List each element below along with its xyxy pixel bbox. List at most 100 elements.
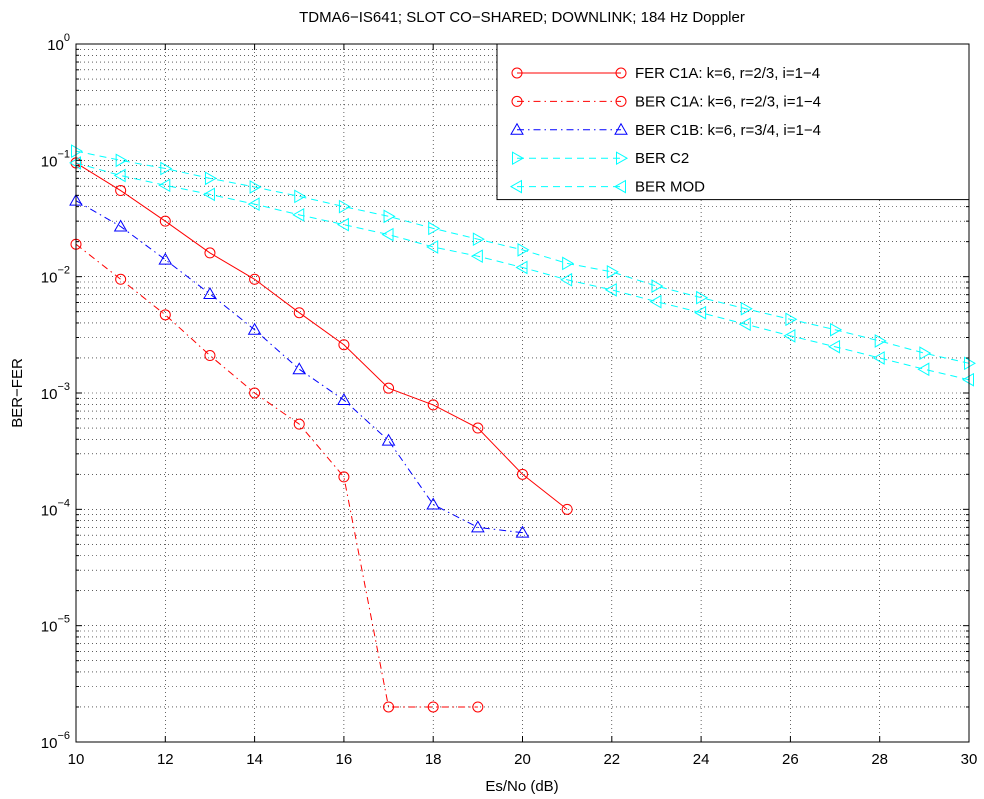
data-point [249,273,261,285]
series-group [68,144,977,713]
data-point [159,215,171,227]
data-point [740,301,753,316]
ticks: 10 12 14 16 18 20 22 24 26 28 30 100 10−1 10−2 10−3 10−… [41,32,978,768]
data-point [874,334,887,348]
legend-marker [614,122,628,135]
legend-marker [615,67,627,79]
data-point [336,217,349,232]
y-tick-label: 10−6 [41,730,70,752]
y-tick-label: 10−2 [41,265,70,287]
y-tick-label: 10−4 [41,497,70,519]
data-point [202,187,215,202]
data-point [515,525,530,538]
series-line [75,150,970,364]
data-point [160,161,173,176]
data-point [71,144,84,158]
series-line [75,243,478,708]
data-point [426,240,439,254]
data-point [292,207,305,222]
data-point [783,328,796,343]
legend-marker [510,122,524,135]
data-point [381,433,396,446]
legend-marker [509,179,522,194]
legend-marker [615,95,627,107]
data-point [561,503,573,515]
data-point [337,393,351,406]
y-axis-label: BER−FER [9,358,26,428]
data-point [383,382,395,394]
data-point [247,322,262,335]
x-tick-label: 28 [871,751,888,768]
series-line [75,162,970,381]
data-point [68,156,81,170]
data-point [919,346,932,361]
y-tick-label: 100 [47,32,70,54]
data-point [696,290,709,305]
data-point [515,260,528,275]
y-tick-label: 10−3 [41,381,70,403]
legend-label: FER C1A: k=6, r=2/3, i=1−4 [635,65,820,82]
data-point [428,221,441,236]
data-point [785,312,798,327]
data-point [338,199,351,214]
data-point [517,468,528,480]
data-point [517,242,530,257]
data-point [604,283,617,297]
data-point [204,247,216,259]
x-tick-label: 24 [693,751,710,768]
data-point [738,317,751,332]
data-point [158,178,171,193]
data-point [249,180,262,194]
data-point [204,171,217,186]
data-point [383,701,395,713]
x-tick-label: 20 [514,751,531,768]
legend-marker [512,151,525,166]
data-point [872,351,885,365]
data-point [115,153,128,168]
legend-marker [511,67,523,79]
data-point [113,168,126,183]
x-tick-label: 26 [782,751,799,768]
legend: FER C1A: k=6, r=2/3, i=1−4 BER C1A: k=6, … [496,43,970,201]
data-point [427,701,439,713]
data-point [383,209,396,224]
data-point [917,362,930,377]
data-point [472,232,485,247]
legend-marker [613,179,626,194]
data-point [293,418,305,430]
legend-label: BER C1B: k=6, r=3/4, i=1−4 [635,122,821,139]
data-point [115,185,127,197]
data-point [694,305,707,320]
data-point [293,307,305,319]
data-point [292,362,307,375]
data-point [649,294,662,309]
data-point [828,339,841,354]
data-point [560,272,573,287]
data-point [472,422,484,434]
data-point [472,701,484,713]
y-tick-label: 10−1 [41,148,70,170]
series-4 [71,144,977,371]
data-point [427,399,439,411]
data-point [247,197,260,212]
x-tick-label: 30 [961,751,978,768]
legend-marker [511,95,523,107]
series-1 [70,157,573,515]
x-tick-label: 10 [68,751,85,768]
data-point [470,520,485,533]
data-point [294,189,307,204]
y-tick-label: 10−5 [41,614,70,636]
legend-box [496,43,970,201]
x-tick-label: 14 [246,751,263,768]
data-point [651,279,664,293]
data-point [159,309,171,321]
data-point [381,227,394,242]
data-point [158,252,173,265]
legend-label: BER MOD [635,179,705,196]
chart-title: TDMA6−IS641; SLOT CO−SHARED; DOWNLINK; 1… [299,9,745,26]
legend-label: BER C1A: k=6, r=2/3, i=1−4 [635,93,821,110]
data-point [338,471,350,483]
series-5 [68,156,974,387]
legend-label: BER C2 [635,150,689,167]
